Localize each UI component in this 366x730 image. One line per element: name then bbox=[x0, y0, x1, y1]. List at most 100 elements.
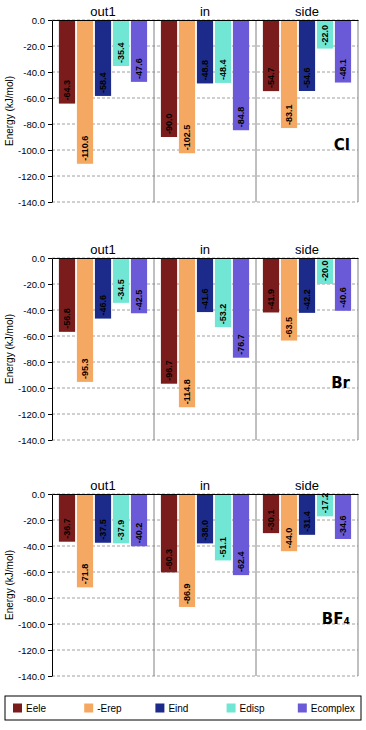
y-tick-mark bbox=[48, 650, 52, 651]
legend-swatch bbox=[298, 704, 307, 713]
y-tick-label: -20.0 bbox=[23, 41, 45, 52]
bar bbox=[281, 494, 297, 551]
grid-line bbox=[52, 650, 358, 651]
legend-label: Eele bbox=[26, 703, 46, 714]
bar bbox=[335, 20, 351, 83]
y-tick: -120.0 bbox=[18, 645, 52, 656]
bar bbox=[317, 258, 333, 284]
bar bbox=[113, 494, 129, 543]
data-label: -31.4 bbox=[302, 511, 312, 532]
y-tick-mark bbox=[48, 310, 52, 311]
bar bbox=[233, 258, 249, 358]
bar bbox=[299, 20, 315, 91]
y-tick: -120.0 bbox=[18, 171, 52, 182]
grid-line bbox=[52, 20, 358, 21]
panel-label: Cl bbox=[334, 136, 350, 154]
grid-line bbox=[52, 258, 358, 259]
group-separator bbox=[256, 258, 257, 440]
data-label: -114.8 bbox=[182, 379, 192, 404]
data-label: -95.3 bbox=[80, 358, 90, 379]
y-tick: -140.0 bbox=[18, 197, 52, 208]
data-label: -54.6 bbox=[302, 67, 312, 88]
y-tick-label: -60.0 bbox=[23, 93, 45, 104]
y-tick-label: -80.0 bbox=[23, 119, 45, 130]
y-tick-label: -20.0 bbox=[23, 279, 45, 290]
data-label: -58.4 bbox=[98, 72, 108, 93]
y-tick: -100.0 bbox=[18, 383, 52, 394]
y-tick-label: 0.0 bbox=[32, 489, 45, 500]
grid-line bbox=[52, 98, 358, 99]
y-tick-label: -40.0 bbox=[23, 541, 45, 552]
y-tick: -20.0 bbox=[23, 41, 52, 52]
data-label: -71.8 bbox=[80, 564, 90, 585]
y-axis: -140.0-120.0-100.0-80.0-60.0-40.0-20.00.… bbox=[18, 15, 52, 208]
bars bbox=[59, 20, 351, 164]
bar bbox=[95, 494, 111, 543]
y-tick-mark bbox=[48, 388, 52, 389]
y-tick-label: -140.0 bbox=[18, 435, 45, 446]
panel-label: BF₄ bbox=[322, 610, 350, 628]
data-label: -30.1 bbox=[266, 510, 276, 531]
x-tick: out1 bbox=[90, 478, 115, 493]
y-tick: -60.0 bbox=[23, 331, 52, 342]
x-tick: out1 bbox=[90, 4, 115, 19]
legend-box bbox=[5, 696, 361, 720]
data-label: -56.8 bbox=[62, 308, 72, 329]
x-tick-label: side bbox=[295, 4, 319, 19]
data-label: -34.5 bbox=[116, 279, 126, 300]
data-label: -102.5 bbox=[182, 125, 192, 151]
legend-swatch bbox=[227, 704, 236, 713]
data-label: -40.2 bbox=[134, 523, 144, 544]
y-tick-label: -20.0 bbox=[23, 515, 45, 526]
x-tick-label: out1 bbox=[90, 4, 115, 19]
data-label: -84.8 bbox=[236, 107, 246, 128]
y-tick-label: -140.0 bbox=[18, 197, 45, 208]
data-label: -42.5 bbox=[134, 290, 144, 311]
y-tick-mark bbox=[48, 258, 52, 259]
bar bbox=[281, 20, 297, 128]
data-label: -44.0 bbox=[284, 528, 294, 549]
bar bbox=[179, 20, 195, 153]
x-tick-label: out1 bbox=[90, 242, 115, 257]
legend: Eele-ErepEindEdispEcomplex bbox=[5, 696, 361, 720]
y-tick-label: -100.0 bbox=[18, 383, 45, 394]
x-tick: side bbox=[295, 4, 319, 19]
y-tick-mark bbox=[48, 46, 52, 47]
y-tick-label: -40.0 bbox=[23, 67, 45, 78]
data-label: -37.5 bbox=[98, 519, 108, 540]
legend-label: -Erep bbox=[97, 703, 122, 714]
grid bbox=[52, 20, 358, 202]
data-label: -38.0 bbox=[200, 520, 210, 541]
bar bbox=[263, 494, 279, 533]
bar bbox=[215, 494, 231, 560]
data-label: -41.6 bbox=[200, 289, 210, 310]
data-label: -86.9 bbox=[182, 583, 192, 604]
grid-line bbox=[52, 202, 358, 203]
bar bbox=[233, 20, 249, 130]
grid-line bbox=[52, 414, 358, 415]
data-label: -76.7 bbox=[236, 334, 246, 355]
bar bbox=[197, 258, 213, 312]
y-tick-mark bbox=[48, 202, 52, 203]
y-tick: -60.0 bbox=[23, 567, 52, 578]
grid-line bbox=[52, 336, 358, 337]
grid-line bbox=[52, 388, 358, 389]
data-label: -63.5 bbox=[284, 317, 294, 338]
panel: -140.0-120.0-100.0-80.0-60.0-40.0-20.00.… bbox=[4, 478, 359, 682]
y-axis-line bbox=[52, 21, 53, 203]
y-tick: -80.0 bbox=[23, 593, 52, 604]
x-tick: side bbox=[295, 478, 319, 493]
data-labels: -36.7-60.3-30.1-71.8-86.9-44.0-37.5-38.0… bbox=[62, 493, 348, 604]
y-tick-mark bbox=[48, 440, 52, 441]
y-tick-mark bbox=[48, 150, 52, 151]
y-axis-title: Energy (kJ/mol) bbox=[4, 314, 15, 384]
bar bbox=[161, 20, 177, 137]
bar bbox=[263, 258, 279, 312]
bar bbox=[131, 20, 147, 82]
grid-line bbox=[52, 624, 358, 625]
legend-swatch bbox=[84, 704, 93, 713]
bar bbox=[281, 258, 297, 341]
x-tick: side bbox=[295, 242, 319, 257]
bar bbox=[215, 258, 231, 327]
x-tick-label: in bbox=[200, 478, 210, 493]
